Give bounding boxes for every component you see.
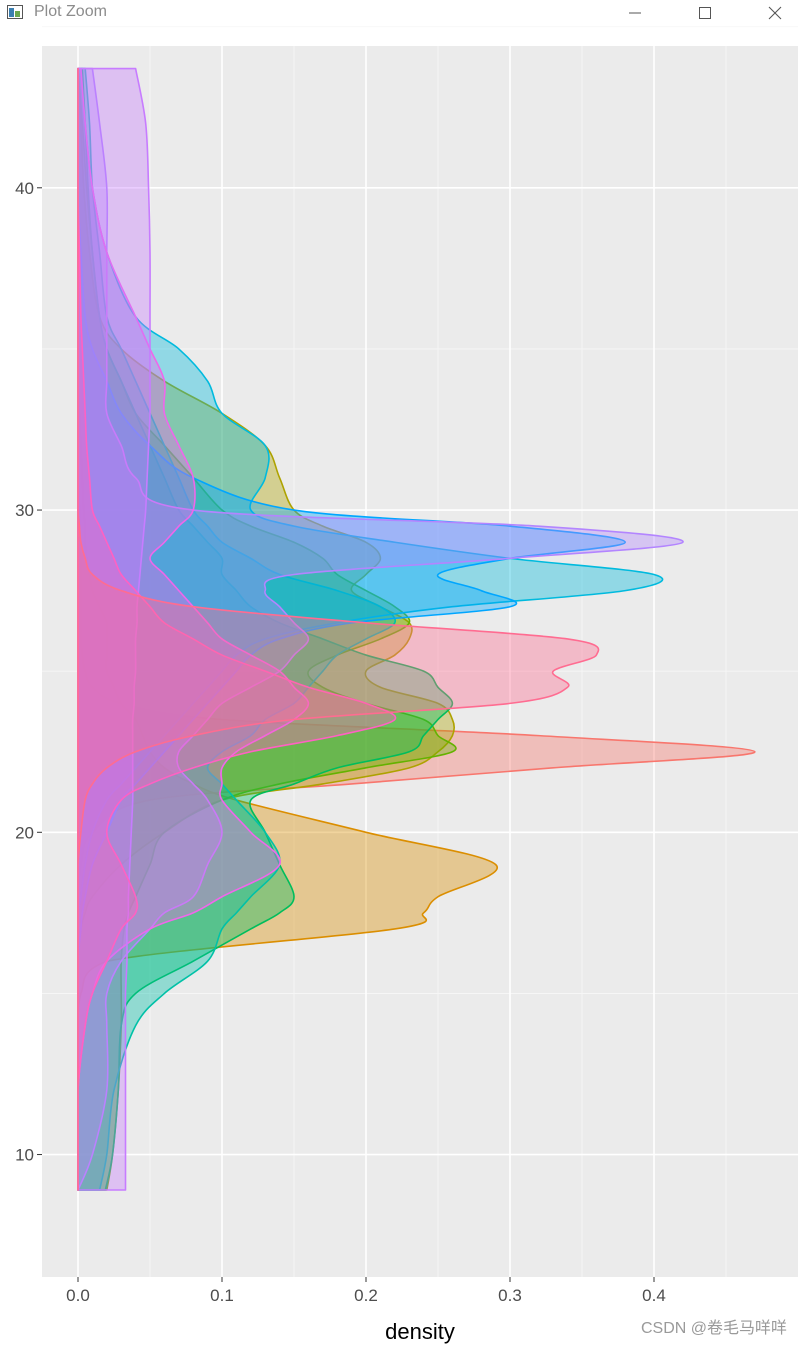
window-title: Plot Zoom (34, 3, 107, 20)
y-tick-label: 20 (15, 823, 34, 842)
density-series-6 (77, 67, 397, 1191)
x-tick-label: 0.0 (66, 1286, 90, 1305)
x-tick-label: 0.4 (642, 1286, 666, 1305)
density-series-13 (77, 67, 600, 1191)
close-icon (768, 6, 782, 20)
close-button[interactable] (758, 2, 792, 24)
plot-app-icon (7, 5, 23, 19)
density-series-8 (77, 67, 626, 1191)
y-tick-label: 30 (15, 501, 34, 520)
minimize-icon (629, 12, 641, 14)
x-tick-label: 0.2 (354, 1286, 378, 1305)
x-tick-label: 0.3 (498, 1286, 522, 1305)
density-series-3 (77, 67, 455, 1191)
y-tick-label: 10 (15, 1146, 34, 1165)
density-series-12 (77, 67, 397, 1191)
plot-panel-background (42, 46, 798, 1277)
maximize-icon (699, 7, 711, 19)
density-series-10 (77, 67, 310, 1191)
density-series-11 (77, 67, 151, 1191)
x-tick-label: 0.1 (210, 1286, 234, 1305)
axis-ticks (37, 187, 655, 1282)
window-titlebar: Plot Zoom (0, 0, 802, 26)
axis-tick-labels: 0.0 0.1 0.2 0.3 0.4 10 20 30 40 (15, 179, 666, 1305)
density-series-group (77, 67, 756, 1191)
maximize-button[interactable] (688, 2, 722, 24)
x-axis-title: density (385, 1319, 455, 1344)
density-plot: 0.0 0.1 0.2 0.3 0.4 10 20 30 40 density (15, 26, 798, 1344)
watermark: CSDN @卷毛马咩咩 (640, 1320, 787, 1337)
y-tick-label: 40 (15, 179, 34, 198)
minimize-button[interactable] (618, 2, 652, 24)
density-series-9 (77, 67, 684, 1191)
